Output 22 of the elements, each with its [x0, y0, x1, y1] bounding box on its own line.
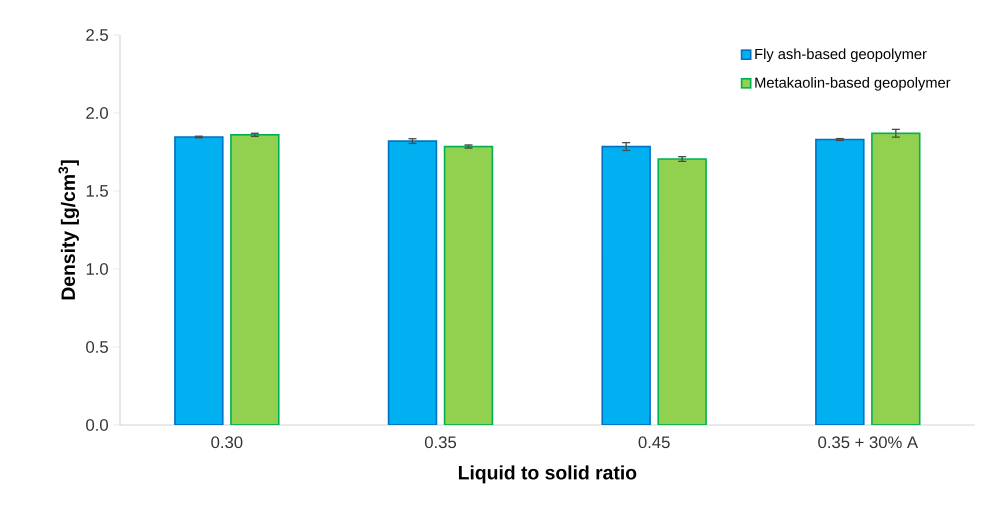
x-tick-label: 0.35 — [424, 436, 456, 448]
x-tick-label: 0.45 — [638, 436, 670, 448]
x-tick-label: 0.30 — [211, 436, 242, 448]
bar — [174, 136, 224, 425]
bar — [657, 158, 707, 425]
x-axis-title: Liquid to solid ratio — [458, 465, 636, 484]
y-tick-label: 2.0 — [86, 107, 108, 119]
y-axis-title: Density [g/cm$^{3}$] — [58, 160, 79, 300]
bar — [815, 138, 865, 425]
bar — [871, 132, 921, 425]
bar — [388, 140, 438, 425]
y-tick-label: 0.0 — [86, 419, 108, 431]
bar — [444, 146, 494, 425]
y-tick-label: 2.5 — [86, 29, 108, 41]
bar — [601, 146, 651, 425]
y-tick-label: 1.5 — [86, 185, 108, 197]
y-tick-label: 0.5 — [86, 341, 108, 353]
y-tick-label: 1.0 — [86, 263, 108, 275]
x-tick-label: 0.35 + 30% A — [818, 436, 918, 448]
bar — [230, 134, 280, 425]
legend-label: Metakaolin-based geopolymer — [755, 77, 950, 91]
legend-label: Fly ash-based geopolymer — [755, 48, 927, 62]
